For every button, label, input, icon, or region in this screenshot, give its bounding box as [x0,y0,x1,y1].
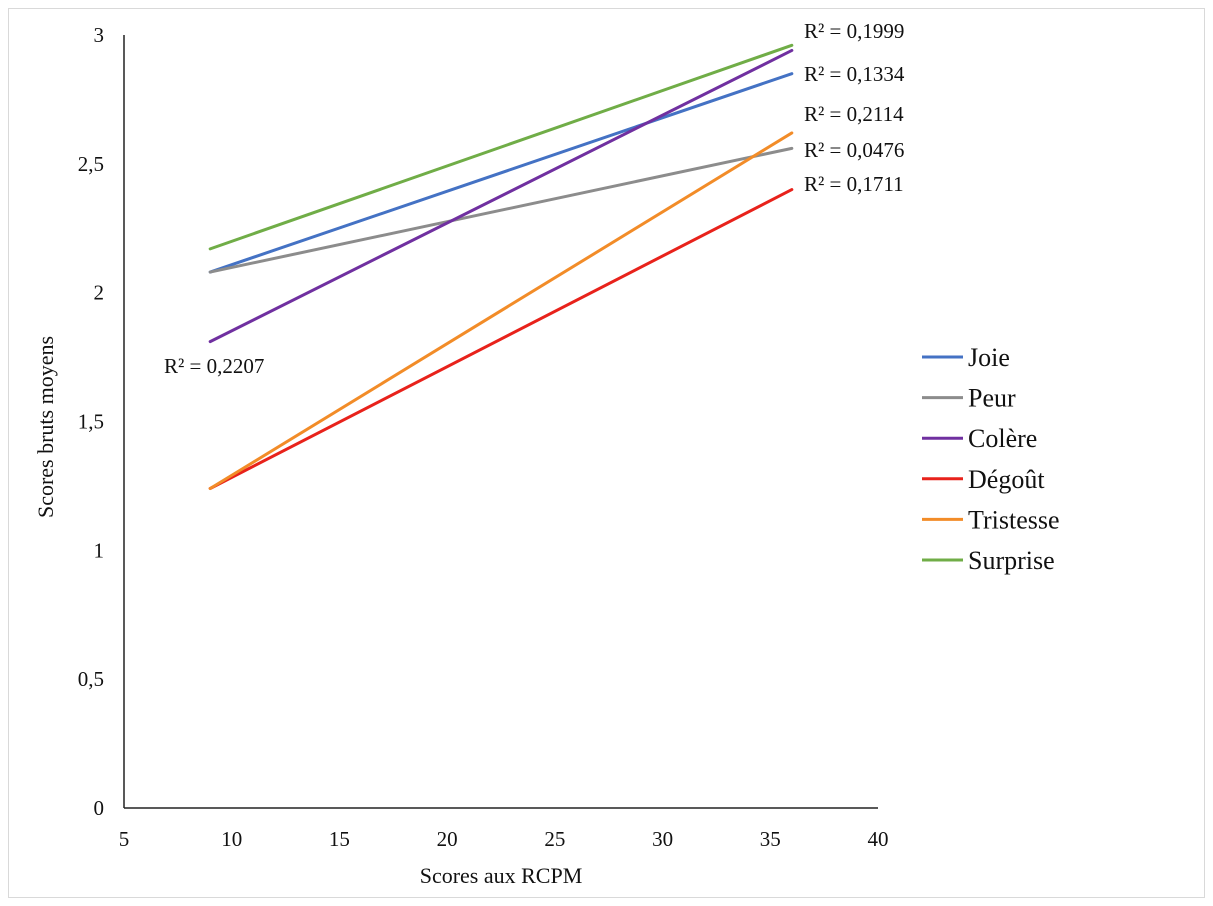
y-tick-label: 3 [94,23,105,47]
y-tick-label: 2 [94,281,105,305]
legend-label: Dégoût [968,465,1045,494]
legend-label: Surprise [968,546,1055,575]
series-line-tristesse [208,131,794,490]
series-line-peur [208,146,794,274]
r2-labels: R² = 0,1334 R² = 0,0476 R² = 0,2207 R² = 0,… [164,19,905,378]
x-tick-label: 40 [868,827,889,851]
y-tick-label: 0,5 [78,667,104,691]
x-tick-label: 30 [652,827,673,851]
r2-label: R² = 0,1334 [804,62,905,86]
series-lines [208,43,794,490]
x-tick-labels: 5 10 15 20 25 30 35 40 [119,827,889,851]
x-tick-label: 25 [544,827,565,851]
x-axis-title: Scores aux RCPM [420,863,583,888]
legend: Joie Peur Colère Dégoût Tristesse Surprise [922,343,1060,575]
r2-label: R² = 0,2207 [164,354,264,378]
x-tick-label: 10 [221,827,242,851]
axes [123,35,878,809]
series-line-joie [208,72,794,274]
y-tick-label: 1,5 [78,410,104,434]
chart-frame [8,8,1205,898]
y-tick-labels: 0 0,5 1 1,5 2 2,5 3 [78,23,104,820]
x-tick-label: 5 [119,827,130,851]
x-tick-label: 35 [760,827,781,851]
r2-label: R² = 0,2114 [804,102,904,126]
r2-label: R² = 0,1711 [804,172,904,196]
series-line-dégoût [208,188,794,490]
legend-label: Colère [968,424,1037,453]
x-tick-label: 15 [329,827,350,851]
legend-label: Joie [968,343,1010,372]
legend-label: Peur [968,384,1016,413]
y-tick-label: 1 [94,538,105,562]
r2-label: R² = 0,1999 [804,19,904,43]
y-tick-label: 0 [94,796,105,820]
r2-label: R² = 0,0476 [804,138,904,162]
series-line-colère [208,48,794,344]
series-line-surprise [208,43,794,251]
legend-label: Tristesse [968,505,1060,534]
y-axis-title: Scores bruts moyens [33,336,58,518]
x-tick-label: 20 [437,827,458,851]
y-tick-label: 2,5 [78,152,104,176]
